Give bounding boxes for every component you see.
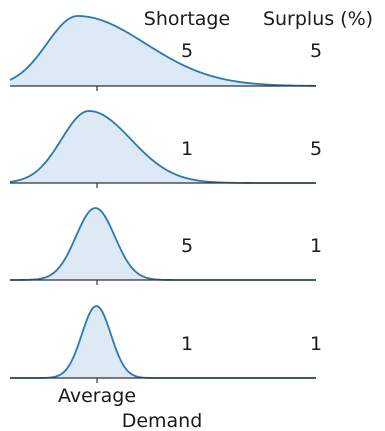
panel-1-area bbox=[10, 16, 316, 86]
panel-4-shortage-value: 1 bbox=[181, 333, 193, 355]
header-surplus: Surplus (%) bbox=[263, 8, 373, 30]
panel-4-density-line bbox=[10, 305, 316, 379]
x-axis-label-demand: Demand bbox=[122, 410, 203, 431]
panel-1-surplus-value: 5 bbox=[310, 40, 322, 62]
panel-3-density-line bbox=[9, 207, 316, 281]
panel-4-area bbox=[10, 306, 316, 378]
panel-1-density-line bbox=[9, 15, 317, 87]
panel-3-area bbox=[10, 208, 316, 280]
panel-2-shortage-value: 1 bbox=[181, 138, 193, 160]
panel-2-area bbox=[10, 111, 316, 183]
panel-2-surplus-value: 5 bbox=[310, 138, 322, 160]
x-axis-label-average: Average bbox=[58, 385, 136, 407]
panel-1-shortage-value: 5 bbox=[181, 40, 193, 62]
header-shortage: Shortage bbox=[144, 8, 230, 30]
panels-group: 5 5 1 5 5 1 1 1 bbox=[9, 15, 322, 383]
panel-4-surplus-value: 1 bbox=[310, 333, 322, 355]
panel-3-shortage-value: 5 bbox=[181, 235, 193, 257]
panel-3-surplus-value: 1 bbox=[310, 235, 322, 257]
